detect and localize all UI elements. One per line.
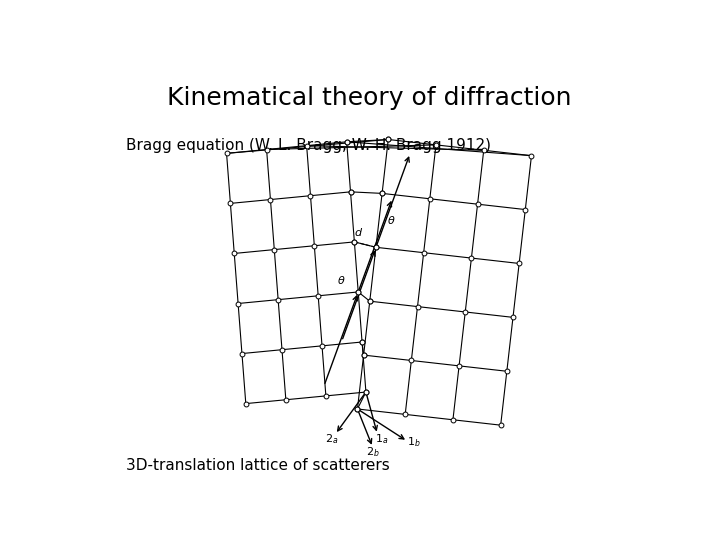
Text: $\theta$: $\theta$ bbox=[387, 214, 395, 226]
Text: $2_b$: $2_b$ bbox=[366, 445, 379, 459]
Text: $1_b$: $1_b$ bbox=[407, 435, 420, 449]
Text: 3D-translation lattice of scatterers: 3D-translation lattice of scatterers bbox=[127, 457, 390, 472]
Text: Bragg equation (W. L. Bragg, W. H. Bragg 1912): Bragg equation (W. L. Bragg, W. H. Bragg… bbox=[127, 138, 492, 153]
Text: d: d bbox=[354, 228, 361, 239]
Text: Kinematical theory of diffraction: Kinematical theory of diffraction bbox=[167, 86, 571, 110]
Text: $\theta$: $\theta$ bbox=[337, 274, 346, 286]
Text: $2_a$: $2_a$ bbox=[325, 432, 338, 446]
Text: $1_a$: $1_a$ bbox=[374, 432, 388, 446]
